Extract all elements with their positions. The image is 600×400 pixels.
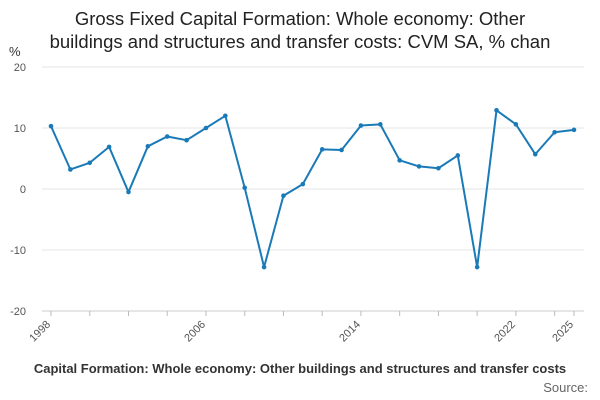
data-point xyxy=(319,147,325,152)
data-point xyxy=(358,123,364,128)
y-tick-labels: 20 10 0 -10 -20 xyxy=(10,62,26,318)
data-point xyxy=(223,113,228,119)
series-line-path xyxy=(50,109,575,269)
chart-title-line-1: Gross Fixed Capital Formation: Whole eco… xyxy=(74,8,526,29)
data-point xyxy=(68,167,73,172)
series-points xyxy=(48,108,577,270)
data-point xyxy=(513,122,519,127)
axes xyxy=(42,310,584,316)
data-point xyxy=(203,125,209,131)
data-point xyxy=(106,144,112,150)
data-point xyxy=(494,108,499,113)
data-point xyxy=(48,123,54,129)
footer-series-title: Capital Formation: Whole economy: Other … xyxy=(33,361,567,376)
x-tick-labels: 1998 2006 2014 2022 2025 xyxy=(27,319,576,345)
x-tick-label: 2006 xyxy=(182,319,208,345)
x-tick-label: 2014 xyxy=(337,319,363,345)
data-point xyxy=(474,264,480,270)
data-point xyxy=(300,181,306,187)
data-point xyxy=(532,151,538,157)
data-point xyxy=(571,127,577,133)
x-tick-label: 2025 xyxy=(550,319,576,345)
grid-lines xyxy=(42,66,584,251)
series-line xyxy=(50,109,575,269)
y-tick-label: 10 xyxy=(14,123,26,135)
data-point xyxy=(455,153,461,158)
x-tick-label: 1998 xyxy=(27,319,53,345)
x-tick-label: 2022 xyxy=(492,319,518,345)
chart-title-line-2: buildings and structures and transfer co… xyxy=(49,31,551,52)
data-point xyxy=(281,193,286,199)
data-point xyxy=(145,144,151,149)
data-point xyxy=(397,158,402,163)
data-point xyxy=(436,165,441,171)
data-point xyxy=(552,129,557,135)
source-label: Source: xyxy=(543,380,588,395)
y-axis-unit-label: % xyxy=(9,44,21,59)
data-point xyxy=(87,160,93,166)
data-point xyxy=(339,147,344,153)
y-tick-label: 20 xyxy=(14,62,26,74)
y-tick-label: -10 xyxy=(10,245,26,257)
data-point xyxy=(242,185,248,191)
data-point xyxy=(126,189,131,195)
data-point xyxy=(184,137,189,143)
data-point xyxy=(164,134,170,139)
data-point xyxy=(377,122,383,127)
y-tick-label: -20 xyxy=(10,306,26,318)
data-point xyxy=(416,164,422,169)
y-tick-label: 0 xyxy=(20,184,26,196)
data-point xyxy=(261,264,267,270)
